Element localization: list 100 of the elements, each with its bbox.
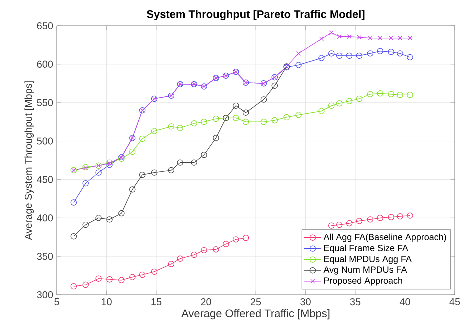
point bbox=[318, 55, 325, 62]
point bbox=[272, 117, 278, 124]
point bbox=[407, 92, 414, 98]
point bbox=[368, 36, 373, 41]
point bbox=[82, 180, 89, 187]
x-tick-label: 5 bbox=[54, 298, 60, 306]
legend-label: Proposed Approach bbox=[324, 277, 402, 286]
point bbox=[191, 120, 198, 127]
point bbox=[346, 52, 353, 60]
point bbox=[357, 35, 362, 40]
y-tick-label: 300 bbox=[37, 291, 54, 299]
x-tick-label: 40 bbox=[400, 298, 410, 306]
x-tick-label: 10 bbox=[102, 298, 112, 306]
point bbox=[388, 49, 394, 56]
point bbox=[328, 50, 335, 57]
point bbox=[151, 128, 158, 134]
point bbox=[70, 283, 78, 290]
point bbox=[367, 216, 374, 223]
point bbox=[242, 235, 250, 242]
x-tick-label: 25 bbox=[250, 298, 262, 306]
point bbox=[388, 214, 394, 220]
legend-label: All Agg FA(Baseline Approach) bbox=[324, 234, 446, 242]
legend-label: Equal MPDUs Agg FA bbox=[324, 256, 412, 264]
point bbox=[377, 48, 384, 54]
point bbox=[378, 36, 383, 41]
x-tick-label: 30 bbox=[300, 298, 311, 306]
point bbox=[296, 62, 302, 68]
point bbox=[151, 268, 158, 276]
y-axis-title: Average System Throughput [Mbps] bbox=[24, 82, 34, 240]
point bbox=[233, 236, 240, 243]
point bbox=[242, 110, 250, 116]
point bbox=[191, 160, 198, 166]
point bbox=[407, 212, 414, 219]
point bbox=[177, 160, 184, 166]
point bbox=[356, 218, 363, 224]
point bbox=[82, 282, 89, 288]
point bbox=[168, 167, 175, 174]
x-tick-label: 20 bbox=[201, 298, 212, 306]
point bbox=[397, 92, 404, 98]
point bbox=[168, 261, 175, 268]
point bbox=[118, 277, 125, 284]
point bbox=[397, 50, 404, 57]
point bbox=[407, 54, 414, 61]
point bbox=[346, 220, 353, 227]
point bbox=[130, 274, 136, 280]
point bbox=[223, 241, 230, 248]
point bbox=[284, 114, 290, 121]
point bbox=[346, 98, 353, 104]
point bbox=[213, 116, 220, 122]
point bbox=[139, 172, 146, 178]
point bbox=[388, 91, 394, 98]
point bbox=[398, 36, 403, 41]
point bbox=[296, 112, 302, 118]
point bbox=[260, 96, 268, 103]
point bbox=[319, 36, 324, 42]
point bbox=[233, 115, 240, 122]
point bbox=[139, 136, 146, 142]
point bbox=[139, 272, 146, 278]
point bbox=[70, 200, 78, 206]
point bbox=[329, 30, 334, 36]
point bbox=[328, 102, 335, 110]
point bbox=[96, 215, 102, 222]
y-tick-label: 450 bbox=[37, 176, 54, 184]
point bbox=[337, 34, 342, 40]
point bbox=[347, 34, 352, 40]
point bbox=[336, 52, 343, 60]
y-tick-label: 600 bbox=[37, 60, 54, 68]
point bbox=[389, 36, 394, 41]
point bbox=[356, 52, 363, 60]
point bbox=[191, 252, 198, 258]
point bbox=[328, 222, 335, 229]
point bbox=[201, 118, 208, 126]
y-tick-label: 550 bbox=[37, 99, 54, 106]
x-tick-label: 15 bbox=[152, 298, 162, 306]
chart-title: System Throughput [Pareto Traffic Model] bbox=[147, 10, 365, 21]
point bbox=[367, 50, 374, 57]
point bbox=[397, 214, 404, 220]
point bbox=[70, 233, 78, 240]
point bbox=[367, 91, 374, 98]
point bbox=[242, 118, 250, 126]
point bbox=[96, 170, 102, 176]
point bbox=[377, 90, 384, 97]
y-tick-label: 350 bbox=[37, 253, 54, 260]
point bbox=[260, 118, 268, 126]
point bbox=[336, 222, 343, 228]
point bbox=[201, 247, 208, 254]
point bbox=[151, 170, 158, 176]
y-tick-label: 650 bbox=[37, 22, 54, 30]
point bbox=[201, 152, 208, 158]
legend-label: Equal Frame Size FA bbox=[324, 244, 408, 254]
x-axis-title: Average Offered Traffic [Mbps] bbox=[182, 309, 330, 320]
point bbox=[213, 135, 220, 142]
point bbox=[130, 148, 136, 156]
point bbox=[272, 82, 278, 90]
x-tick-label: 35 bbox=[350, 298, 361, 306]
point bbox=[296, 51, 302, 56]
y-tick-label: 400 bbox=[37, 214, 54, 222]
point bbox=[177, 256, 184, 262]
point bbox=[336, 100, 343, 107]
point bbox=[82, 222, 89, 228]
